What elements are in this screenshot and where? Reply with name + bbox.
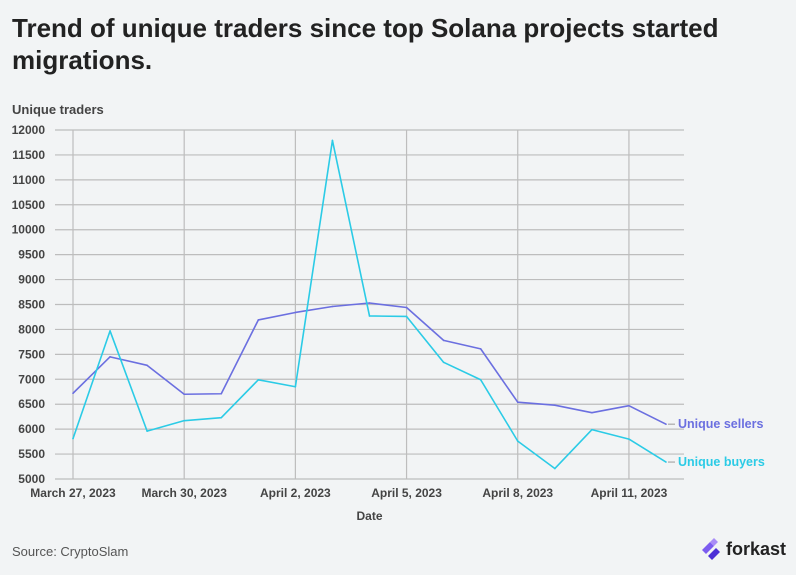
y-tick-label: 12000 [12, 123, 46, 137]
y-tick-label: 11500 [12, 148, 45, 162]
y-tick-label: 10500 [12, 198, 46, 212]
data-point [183, 419, 185, 422]
data-point [554, 404, 556, 407]
data-point [516, 401, 519, 404]
x-tick-label: April 2, 2023 [260, 486, 331, 500]
data-point [294, 385, 297, 388]
data-point [146, 430, 148, 432]
data-point [331, 305, 334, 308]
y-tick-label: 5500 [18, 447, 45, 461]
series-end-label: Unique buyers [678, 455, 765, 469]
data-point [628, 404, 630, 407]
x-tick-label: March 27, 2023 [30, 486, 116, 500]
forkast-brand: forkast [700, 538, 786, 560]
data-point [628, 438, 630, 440]
y-tick-label: 9500 [18, 248, 45, 262]
data-point [665, 461, 667, 463]
y-axis-title: Unique traders [12, 102, 104, 117]
x-tick-label: March 30, 2023 [141, 486, 227, 500]
data-point [442, 339, 445, 342]
data-point [72, 437, 74, 440]
data-point [591, 428, 593, 431]
data-point [331, 139, 334, 142]
data-point [479, 348, 482, 350]
data-point [368, 315, 371, 317]
y-tick-label: 5000 [18, 472, 45, 486]
y-tick-label: 7000 [18, 372, 45, 386]
data-point [479, 378, 482, 381]
series-end-label: Unique sellers [678, 417, 763, 431]
x-tick-label: April 5, 2023 [371, 486, 442, 500]
data-point [591, 411, 593, 414]
x-tick-label: April 8, 2023 [482, 486, 553, 500]
data-point [220, 416, 223, 419]
brand-name: forkast [725, 538, 786, 559]
y-tick-label: 8000 [18, 322, 45, 336]
data-point [405, 306, 408, 309]
y-tick-label: 6500 [18, 397, 45, 411]
x-axis-title: Date [356, 509, 382, 523]
data-point [257, 378, 260, 381]
y-tick-label: 6000 [18, 422, 45, 436]
data-point [554, 467, 556, 470]
data-point [665, 423, 667, 425]
data-point [72, 392, 74, 395]
data-point [257, 319, 260, 321]
y-tick-label: 10000 [12, 223, 46, 237]
data-point [294, 311, 297, 314]
data-point [442, 361, 445, 364]
series-line-sellers [72, 302, 667, 425]
forkast-logo-icon [701, 538, 720, 560]
y-tick-label: 11000 [12, 173, 45, 187]
data-point [183, 393, 185, 396]
source-note: Source: CryptoSlam [12, 544, 129, 559]
data-point [516, 440, 519, 442]
data-point [220, 392, 223, 395]
y-tick-label: 8500 [18, 298, 45, 312]
data-point [368, 302, 371, 304]
data-point [109, 356, 111, 358]
y-tick-label: 9000 [18, 273, 45, 287]
data-point [146, 364, 148, 367]
y-tick-label: 7500 [18, 347, 45, 361]
x-tick-label: April 11, 2023 [591, 486, 668, 500]
data-point [405, 315, 408, 318]
chart-title: Trend of unique traders since top Solana… [12, 13, 719, 75]
data-point [109, 330, 111, 332]
